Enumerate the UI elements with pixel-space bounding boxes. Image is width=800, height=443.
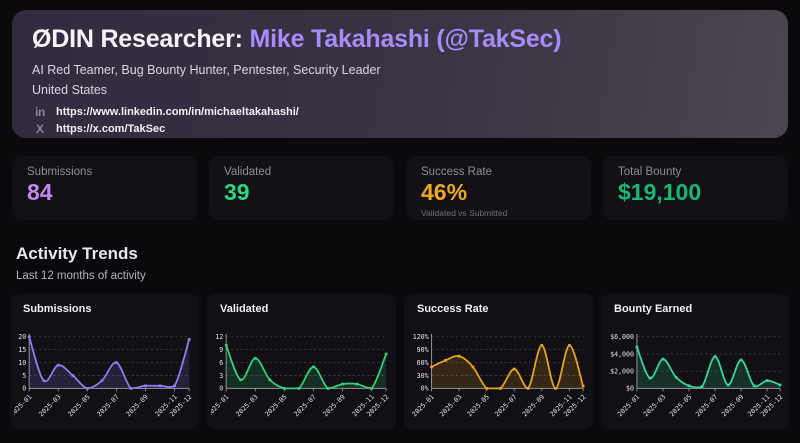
svg-text:0%: 0% [421, 384, 429, 392]
submissions-line-chart: 0 5 10 15 20 2025-01 2025-03 2025-05 2025-07 2025… [14, 333, 193, 418]
svg-text:12: 12 [215, 333, 223, 341]
stat-label: Validated [224, 166, 272, 178]
stat-value: $19,100 [618, 179, 702, 205]
svg-text:$2,000: $2,000 [610, 367, 634, 375]
svg-text:2025-07: 2025-07 [95, 393, 120, 418]
svg-text:60%: 60% [417, 359, 429, 367]
title-prefix: ØDIN Researcher: [32, 25, 250, 53]
svg-text:0: 0 [219, 384, 223, 392]
stat-label: Submissions [27, 166, 93, 178]
svg-text:15: 15 [18, 346, 26, 354]
stat-sublabel: Validated vs Submitted [421, 208, 508, 218]
svg-text:2025-07: 2025-07 [694, 393, 719, 418]
svg-text:20: 20 [18, 333, 26, 341]
svg-text:2025-01: 2025-01 [411, 393, 436, 418]
svg-text:$0: $0 [626, 384, 634, 392]
svg-text:2025-01: 2025-01 [616, 393, 641, 418]
svg-text:3: 3 [219, 372, 223, 380]
chart-title: Success Rate [417, 303, 489, 315]
svg-text:$4,000: $4,000 [610, 350, 634, 358]
svg-text:2025-05: 2025-05 [466, 393, 491, 418]
svg-text:10: 10 [18, 359, 26, 367]
validated-line-chart: 0 3 6 9 12 2025-01 2025-03 2025-05 2025-07 2025-0… [211, 333, 390, 418]
chart-card-bounty-earned: Bounty Earned $0 $2,000 $4,000 $6,000 2025-0… [601, 294, 790, 430]
chart-card-submissions: Submissions 0 5 10 15 20 2025-01 2025-03 2025-0… [10, 294, 199, 430]
svg-text:9: 9 [219, 346, 223, 354]
svg-text:5: 5 [22, 372, 26, 380]
chart-title: Submissions [23, 303, 92, 315]
svg-text:2025-03: 2025-03 [438, 393, 463, 418]
researcher-roles: AI Red Teamer, Bug Bounty Hunter, Pentes… [32, 63, 381, 77]
stat-value: 46% [421, 179, 468, 205]
svg-text:2025-03: 2025-03 [37, 393, 62, 418]
profile-header-card: ØDIN Researcher: Mike Takahashi (@TakSec… [12, 10, 788, 138]
social-links: in https://www.linkedin.com/in/michaelta… [32, 105, 768, 136]
charts-row: Submissions 0 5 10 15 20 2025-01 2025-03 2025-0… [10, 294, 790, 430]
svg-text:2025-05: 2025-05 [66, 393, 91, 418]
svg-text:2025-03: 2025-03 [642, 393, 667, 418]
svg-text:2025-03: 2025-03 [234, 393, 259, 418]
researcher-name: Mike Takahashi (@TakSec) [249, 25, 562, 53]
svg-text:2025-09: 2025-09 [720, 393, 745, 418]
svg-text:2025-05: 2025-05 [668, 393, 693, 418]
success-rate-line-chart: 0%30%60%90%120%2025-01 2025-03 2025-05 2025… [411, 333, 588, 418]
activity-trends-heading: Activity Trends [16, 244, 138, 263]
svg-text:2025-01: 2025-01 [14, 393, 34, 418]
stat-label: Total Bounty [618, 166, 682, 178]
activity-trends-subtitle: Last 12 months of activity [16, 270, 146, 282]
x-url[interactable]: https://x.com/TakSec [56, 123, 166, 135]
svg-text:2025-09: 2025-09 [124, 393, 149, 418]
svg-text:6: 6 [219, 359, 223, 367]
stat-card-total-bounty: Total Bounty $19,100 [603, 156, 788, 220]
linkedin-url[interactable]: https://www.linkedin.com/in/michaeltakah… [56, 106, 299, 118]
researcher-location: United States [32, 83, 108, 97]
svg-text:2025-07: 2025-07 [493, 393, 518, 418]
svg-text:2025-05: 2025-05 [263, 393, 288, 418]
stats-row: Submissions 84 Validated 39 Success Rate… [12, 156, 788, 220]
chart-title: Bounty Earned [614, 303, 693, 315]
stat-value: 84 [27, 179, 53, 205]
chart-card-success-rate: Success Rate 0% 30% 60% 90% 120% 2025-01 2025-… [404, 294, 593, 430]
linkedin-link[interactable]: in https://www.linkedin.com/in/michaelta… [32, 105, 768, 119]
chart-card-validated: Validated 0 3 6 9 12 2025-01 2025-03 2025-05 202… [207, 294, 396, 430]
svg-text:2025-09: 2025-09 [321, 393, 346, 418]
svg-text:0: 0 [22, 384, 26, 392]
stat-label: Success Rate [421, 166, 492, 178]
linkedin-icon: in [35, 105, 45, 119]
stat-card-validated: Validated 39 [209, 156, 394, 220]
stat-card-submissions: Submissions 84 [12, 156, 197, 220]
stat-card-success-rate: Success Rate 46% Validated vs Submitted [406, 156, 591, 220]
svg-text:30%: 30% [417, 372, 429, 380]
chart-title: Validated [220, 303, 269, 315]
page-title: ØDIN Researcher: Mike Takahashi (@TakSec… [32, 25, 768, 54]
svg-text:90%: 90% [417, 346, 429, 354]
svg-text:2025-09: 2025-09 [521, 393, 546, 418]
svg-text:120%: 120% [413, 333, 429, 341]
x-link[interactable]: X https://x.com/TakSec [32, 122, 768, 136]
svg-text:2025-01: 2025-01 [211, 393, 231, 418]
stat-value: 39 [224, 179, 250, 205]
svg-text:2025-07: 2025-07 [292, 393, 317, 418]
svg-text:$6,000: $6,000 [610, 333, 634, 341]
x-icon: X [35, 122, 44, 136]
